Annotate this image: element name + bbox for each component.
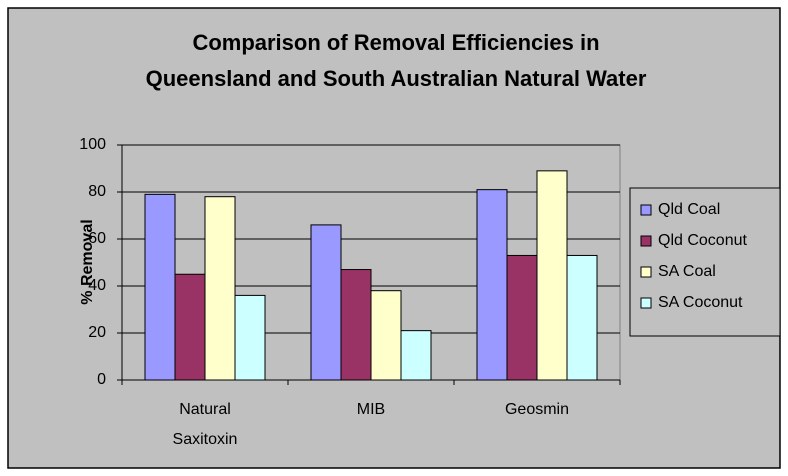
- bar: [536, 170, 568, 381]
- x-tick-label: Natural Saxitoxin: [172, 401, 238, 448]
- bar: [340, 269, 372, 381]
- bar: [400, 330, 432, 381]
- legend-label: Qld Coal: [658, 201, 720, 218]
- bar: [234, 294, 266, 381]
- legend-swatch: [640, 297, 652, 309]
- bar: [310, 224, 342, 381]
- bar: [566, 254, 598, 381]
- y-axis-label: % Removal: [79, 219, 96, 304]
- y-tick-label: 20: [88, 324, 106, 341]
- legend-swatch: [640, 235, 652, 247]
- y-tick-label: 100: [79, 136, 106, 153]
- bar: [174, 273, 206, 381]
- legend-label: SA Coconut: [658, 294, 743, 311]
- bar: [204, 196, 236, 381]
- y-tick-label: 40: [88, 277, 106, 294]
- y-tick-label: 0: [97, 371, 106, 388]
- bar: [370, 290, 402, 381]
- legend: [629, 187, 781, 337]
- x-tick-label: Geosmin: [504, 401, 570, 418]
- chart-title: Comparison of Removal Efficiencies in: [192, 30, 599, 55]
- legend-label: SA Coal: [658, 263, 716, 280]
- legend-swatch: [640, 204, 652, 216]
- bar: [476, 189, 508, 381]
- legend-swatch: [640, 266, 652, 278]
- bar: [506, 254, 538, 381]
- bar: [144, 193, 176, 381]
- y-tick-label: 60: [88, 230, 106, 247]
- y-tick-label: 80: [88, 183, 106, 200]
- chart-title: Queensland and South Australian Natural …: [146, 66, 647, 91]
- legend-label: Qld Coconut: [658, 232, 747, 249]
- x-tick-label: MIB: [356, 401, 386, 418]
